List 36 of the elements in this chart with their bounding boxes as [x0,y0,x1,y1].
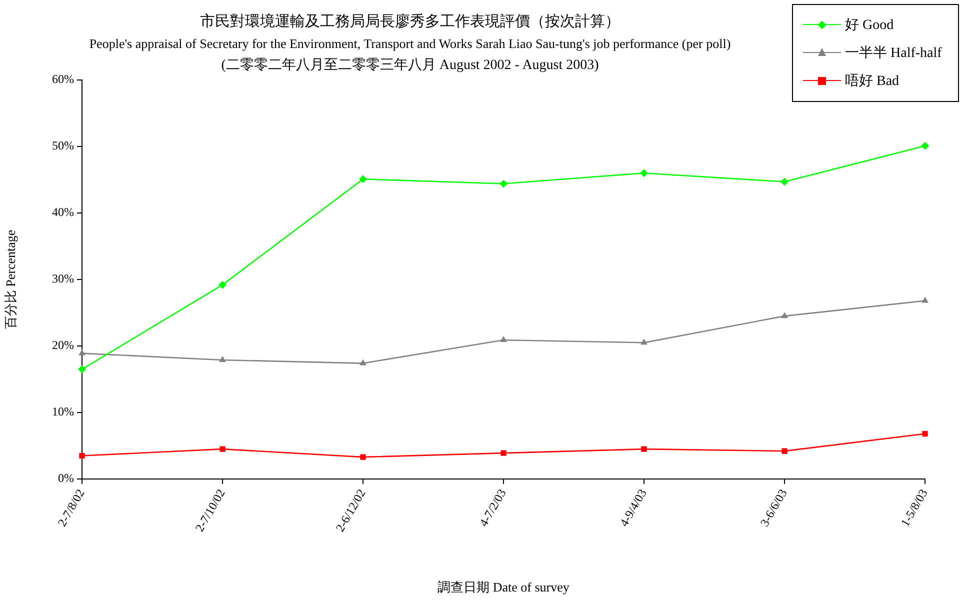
point [781,312,788,318]
point [500,180,508,188]
point [640,169,648,178]
point [359,175,367,184]
legend-label: 好 Good [845,17,894,34]
y-tick-label: 30% [52,272,74,286]
point [640,338,648,345]
y-tick-label: 60% [52,72,74,86]
y-tick-label: 0% [58,471,74,486]
chart-title: 市民對環境運輸及工務局局長廖秀多工作表現評價（按次計算） [199,12,621,31]
y-tick-label: 10% [52,404,74,419]
point [218,280,226,289]
point [921,142,929,150]
point [500,450,506,456]
point [922,430,928,437]
point [922,296,928,303]
point [360,359,366,366]
point [782,448,788,454]
legend-label: 一半半 Half-half [845,44,942,62]
point [500,336,507,342]
point [78,349,86,356]
point [78,365,86,374]
chart-subtitle: People's appraisal of Secretary for the Environment, Transport and Works Sarah Liao Sau-tung's job performance (per poll) [88,36,732,52]
x-axis-title: 調查日期 Date of survey [438,580,570,595]
y-tick-label: 40% [52,205,74,220]
point [220,446,226,452]
point [219,356,226,362]
point [780,178,788,186]
point [360,454,366,460]
point [79,452,85,459]
text: (二零零二年八月至二零零三年八月 August 2002 - August 2003) [220,56,600,74]
legend-label: 唔好 Bad [845,72,900,90]
y-tick-label: 20% [52,338,74,352]
y-tick-label: 50% [52,138,74,153]
y-axis-title: 百分比 Percentage [3,230,18,330]
point [641,446,647,452]
